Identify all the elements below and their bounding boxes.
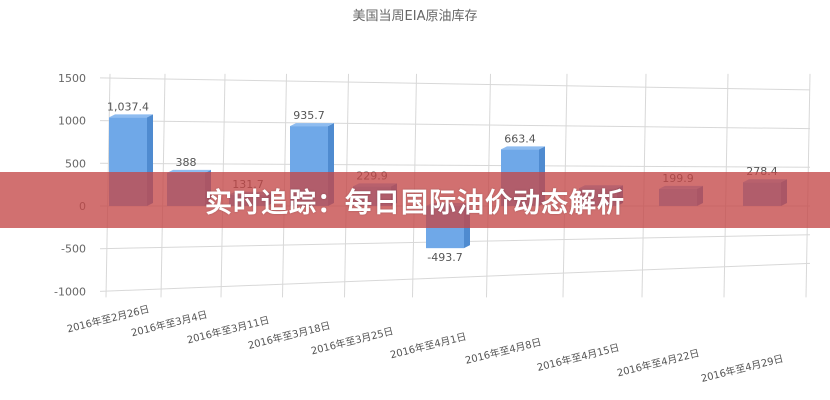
y-tick-label: -1000 [54, 285, 86, 298]
x-tick-label: 2016年至4月8日 [464, 335, 543, 367]
y-tick-label: 500 [65, 157, 86, 170]
gridline [99, 262, 811, 292]
chart-title: 美国当周EIA原油库存 [353, 8, 478, 24]
headline-banner: 实时追踪：每日国际油价动态解析 [0, 172, 830, 228]
bar-top [290, 123, 334, 127]
gridline [99, 120, 811, 130]
x-tick-label: 2016年至4月29日 [700, 352, 785, 385]
data-label: 1,037.4 [107, 100, 149, 113]
bar-top [109, 114, 153, 118]
x-axis: 2016年至2月26日2016年至3月4日2016年至3月11日2016年至3月… [66, 302, 785, 385]
data-label: 663.4 [504, 132, 536, 145]
x-tick-label: 2016年至4月15日 [536, 341, 621, 374]
x-tick-label: 2016年至4月22日 [616, 346, 701, 379]
gridline [99, 77, 811, 91]
data-label: 388 [176, 156, 197, 169]
data-label: 935.7 [293, 109, 325, 122]
bar-top [501, 146, 545, 150]
x-tick-label: 2016年至4月1日 [389, 330, 468, 362]
data-label: -493.7 [427, 251, 462, 264]
y-tick-label: 1500 [58, 72, 86, 85]
y-axis: 150010005000-500-1000 [54, 72, 86, 298]
y-tick-label: 1000 [58, 115, 86, 128]
y-tick-label: -500 [61, 243, 86, 256]
headline-text: 实时追踪：每日国际油价动态解析 [205, 187, 625, 219]
gridline [99, 162, 811, 168]
